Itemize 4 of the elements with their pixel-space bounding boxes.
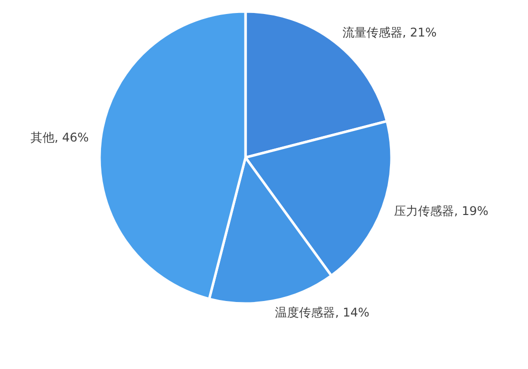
slice-label: 其他, 46% bbox=[30, 130, 89, 145]
slice-label: 流量传感器, 21% bbox=[342, 26, 437, 40]
slice-label: 温度传感器, 14% bbox=[275, 306, 370, 320]
slice-label: 压力传感器, 19% bbox=[394, 204, 488, 218]
